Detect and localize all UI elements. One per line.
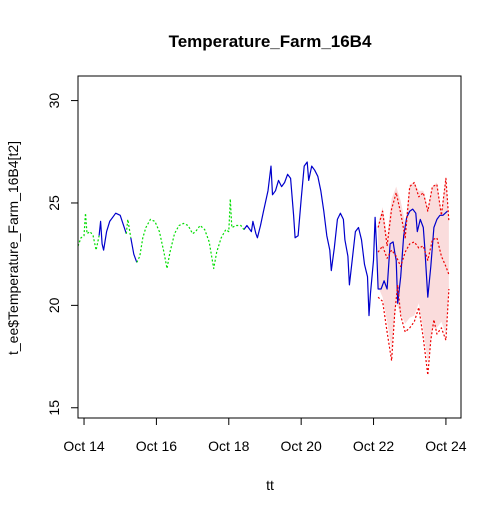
x-tick-label-5: Oct 24: [425, 438, 466, 454]
forecast-band: [378, 178, 449, 363]
x-tick-label-4: Oct 22: [353, 438, 394, 454]
x-tick-label-2: Oct 18: [208, 438, 249, 454]
series-2-segment-2: [377, 284, 450, 376]
y-tick-label-3: 30: [46, 93, 62, 109]
series-0-segment-0: [98, 212, 127, 251]
series-layer: [77, 161, 450, 376]
series-0-segment-1: [130, 237, 138, 263]
y-tick-label-0: 15: [46, 400, 62, 416]
y-tick-label-1: 20: [46, 297, 62, 313]
x-tick-label-3: Oct 20: [281, 438, 322, 454]
x-tick-label-0: Oct 14: [63, 438, 104, 454]
plot-frame: [77, 75, 462, 419]
series-1-segment-1: [125, 218, 132, 238]
x-tick-label-1: Oct 16: [136, 438, 177, 454]
x-axis-label: tt: [266, 477, 274, 493]
y-tick-label-2: 25: [46, 195, 62, 211]
x-axis: Oct 14 Oct 16 Oct 18 Oct 20 Oct 22 Oct 24: [63, 418, 467, 454]
series-2-segment-0: [377, 177, 450, 247]
chart-title: Temperature_Farm_16B4: [169, 32, 372, 51]
series-0-segment-2: [243, 161, 448, 317]
series-1-segment-2: [136, 198, 245, 270]
forecast-band-layer: [378, 178, 449, 363]
y-axis: 15 20 25 30: [46, 93, 78, 416]
y-axis-label: t_ee$Temperature_Farm_16B4[t2]: [5, 141, 21, 355]
series-1-segment-0: [77, 212, 100, 251]
